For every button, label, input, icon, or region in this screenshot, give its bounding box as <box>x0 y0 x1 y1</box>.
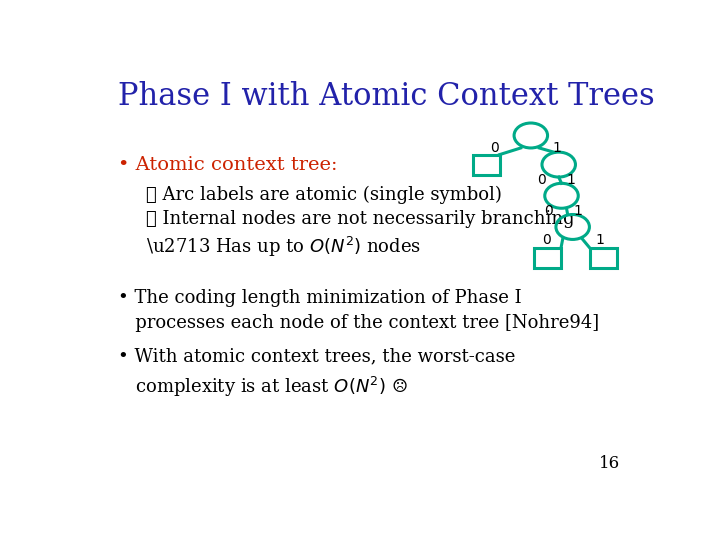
Text: 0: 0 <box>490 141 499 155</box>
Text: 1: 1 <box>567 173 576 187</box>
Text: 0: 0 <box>537 173 546 187</box>
Text: 0: 0 <box>541 233 551 247</box>
Text: ✓ Internal nodes are not necessarily branching: ✓ Internal nodes are not necessarily bra… <box>145 210 575 228</box>
Bar <box>473 154 500 174</box>
Text: • The coding length minimization of Phase I
   processes each node of the contex: • The coding length minimization of Phas… <box>118 289 599 332</box>
Text: 1: 1 <box>596 233 605 247</box>
Text: 1: 1 <box>553 141 562 155</box>
Text: Phase I with Atomic Context Trees: Phase I with Atomic Context Trees <box>118 82 654 112</box>
Text: \u2713 Has up to $O(N^2)$ nodes: \u2713 Has up to $O(N^2)$ nodes <box>145 235 421 259</box>
Text: 16: 16 <box>599 455 620 472</box>
Text: 1: 1 <box>574 204 582 218</box>
Text: ✓ Arc labels are atomic (single symbol): ✓ Arc labels are atomic (single symbol) <box>145 185 502 204</box>
Text: • Atomic context tree:: • Atomic context tree: <box>118 156 338 174</box>
Bar <box>534 248 561 268</box>
Text: 0: 0 <box>544 204 553 218</box>
Bar <box>590 248 617 268</box>
Text: • With atomic context trees, the worst-case
   complexity is at least $O(N^2)$ ☹: • With atomic context trees, the worst-c… <box>118 348 516 399</box>
